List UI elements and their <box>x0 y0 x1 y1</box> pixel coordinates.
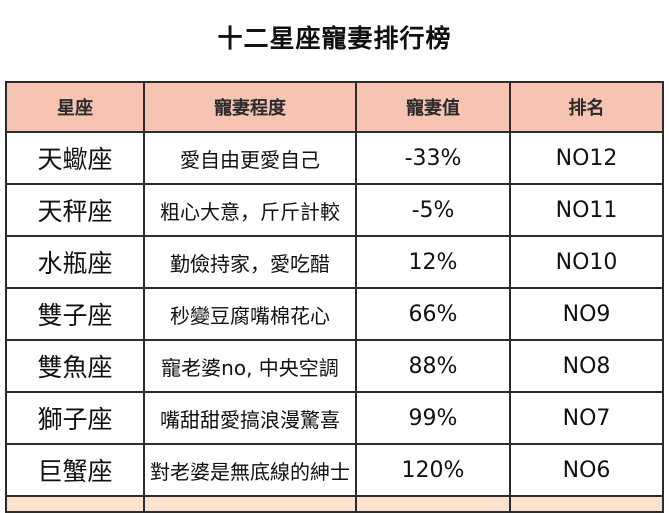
value-cell: 120% <box>355 443 511 497</box>
value-cell: -33% <box>355 131 511 185</box>
sign-cell: 巨蟹座 <box>5 443 145 497</box>
table-row: 天蠍座 愛自由更愛自己 -33% NO12 <box>5 131 664 185</box>
table-header-row: 星座 寵妻程度 寵妻值 排名 <box>5 81 664 133</box>
sign-cell: 雙子座 <box>5 287 145 341</box>
header-rank: 排名 <box>509 81 664 133</box>
value-cell: 12% <box>355 235 511 289</box>
value-cell: -5% <box>355 183 511 237</box>
empty-cell <box>509 495 664 513</box>
desc-cell: 粗心大意，斤斤計較 <box>143 183 357 237</box>
value-cell: 88% <box>355 339 511 393</box>
value-cell: 99% <box>355 391 511 445</box>
rank-cell: NO7 <box>509 391 664 445</box>
rank-cell: NO12 <box>509 131 664 185</box>
rank-cell: NO6 <box>509 443 664 497</box>
rank-cell: NO9 <box>509 287 664 341</box>
sign-cell: 天秤座 <box>5 183 145 237</box>
sign-cell: 雙魚座 <box>5 339 145 393</box>
desc-cell: 嘴甜甜愛搞浪漫驚喜 <box>143 391 357 445</box>
desc-cell: 勤儉持家，愛吃醋 <box>143 235 357 289</box>
header-value: 寵妻值 <box>355 81 511 133</box>
empty-cell <box>143 495 357 513</box>
table-row: 水瓶座 勤儉持家，愛吃醋 12% NO10 <box>5 235 664 289</box>
rank-cell: NO8 <box>509 339 664 393</box>
table-row: 雙子座 秒變豆腐嘴棉花心 66% NO9 <box>5 287 664 341</box>
table-row: 雙魚座 寵老婆no, 中央空調 88% NO8 <box>5 339 664 393</box>
page-title: 十二星座寵妻排行榜 <box>217 24 452 53</box>
desc-cell: 寵老婆no, 中央空調 <box>143 339 357 393</box>
header-sign: 星座 <box>5 81 145 133</box>
empty-cell <box>355 495 511 513</box>
sign-cell: 水瓶座 <box>5 235 145 289</box>
table-row-cut-off <box>5 495 664 513</box>
desc-cell: 秒變豆腐嘴棉花心 <box>143 287 357 341</box>
sign-cell: 天蠍座 <box>5 131 145 185</box>
empty-cell <box>5 495 145 513</box>
desc-cell: 對老婆是無底線的紳士 <box>143 443 357 497</box>
value-cell: 66% <box>355 287 511 341</box>
ranking-table: 星座 寵妻程度 寵妻值 排名 天蠍座 愛自由更愛自己 -33% NO12 天秤座… <box>5 81 664 513</box>
desc-cell: 愛自由更愛自己 <box>143 131 357 185</box>
rank-cell: NO11 <box>509 183 664 237</box>
table-row: 天秤座 粗心大意，斤斤計較 -5% NO11 <box>5 183 664 237</box>
table-row: 巨蟹座 對老婆是無底線的紳士 120% NO6 <box>5 443 664 497</box>
header-degree: 寵妻程度 <box>143 81 357 133</box>
table-row: 獅子座 嘴甜甜愛搞浪漫驚喜 99% NO7 <box>5 391 664 445</box>
rank-cell: NO10 <box>509 235 664 289</box>
sign-cell: 獅子座 <box>5 391 145 445</box>
